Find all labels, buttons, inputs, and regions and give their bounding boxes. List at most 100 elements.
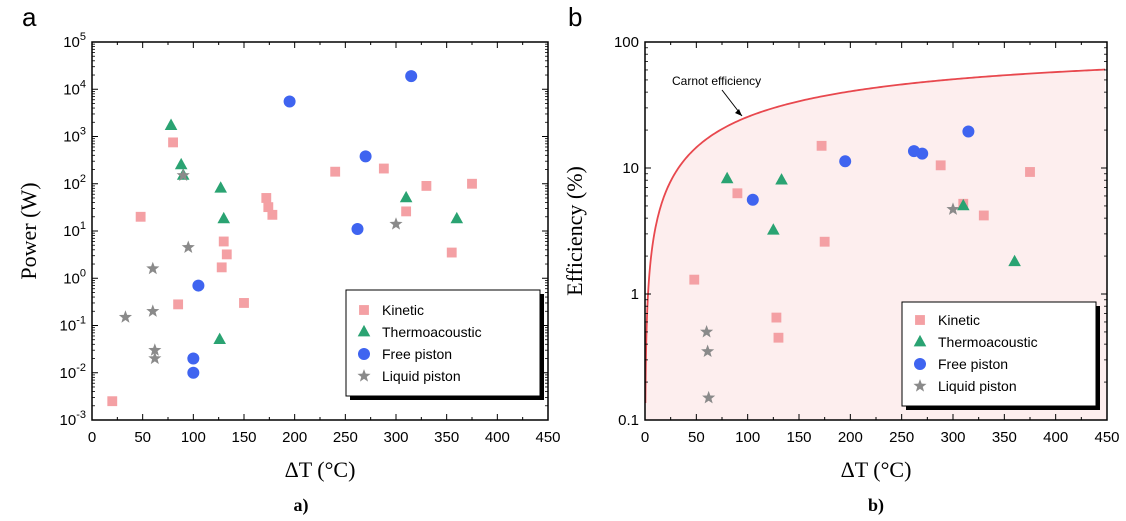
thermoacoustic-point: [720, 171, 734, 184]
kinetic-point: [173, 299, 184, 310]
x-tick-label: 450: [535, 429, 560, 446]
legend-kinetic-label: Kinetic: [938, 312, 980, 328]
y-tick-label: 10-3: [60, 409, 86, 429]
free-piston-point: [839, 155, 852, 168]
panel-a-letter: a: [22, 2, 37, 32]
y-tick-label: 100: [63, 267, 86, 287]
kinetic-point: [239, 298, 249, 308]
liquid-piston-point: [148, 343, 162, 356]
free-piston-point: [187, 366, 200, 379]
kinetic-point: [935, 160, 946, 171]
kinetic-point: [378, 163, 389, 174]
legend-thermoacoustic-marker: [357, 324, 371, 337]
y-tick-label: 0.1: [618, 412, 639, 429]
carnot-efficiency-curve: [644, 68, 1106, 404]
y-tick-label: 10-1: [60, 315, 86, 335]
kinetic-point: [978, 210, 989, 221]
thermoacoustic-point: [214, 181, 227, 193]
legend-free-piston-label: Free piston: [382, 346, 452, 362]
thermoacoustic-point: [775, 173, 788, 185]
y-tick-label: 1: [631, 286, 639, 303]
panel-a-legend-box: [345, 289, 541, 397]
liquid-piston-point: [389, 217, 403, 230]
panel-b-data-points: [689, 125, 1035, 404]
legend-thermoacoustic-label: Thermoacoustic: [938, 334, 1038, 350]
x-tick-label: 100: [181, 429, 206, 446]
free-piston-point: [962, 125, 975, 138]
kinetic-point: [221, 249, 232, 260]
kinetic-point: [168, 137, 178, 148]
x-tick-label: 200: [282, 429, 307, 446]
thermoacoustic-point: [1008, 254, 1021, 267]
panel-b-chart: 0 50 100 150 200 250 300 350 400 450 0.1 1 10 100 Eff…: [562, 34, 1120, 482]
x-tick-label: 150: [786, 429, 811, 446]
thermoacoustic-point: [174, 157, 188, 170]
legend-kinetic-marker: [915, 315, 925, 325]
panel-b-legend-box: [901, 301, 1097, 407]
panel-a-x-axis-label: ΔT (°C): [285, 457, 356, 482]
legend-free-piston-label: Free piston: [938, 356, 1008, 372]
y-tick-label: 10: [622, 160, 639, 177]
carnot-annotation-arrowhead: [735, 109, 742, 116]
y-tick-label: 105: [63, 31, 86, 51]
kinetic-point: [1025, 167, 1035, 177]
free-piston-point: [746, 193, 759, 206]
free-piston-point: [359, 150, 372, 163]
y-tick-label: 104: [63, 78, 86, 98]
kinetic-point: [819, 236, 830, 247]
legend-thermoacoustic-label: Thermoacoustic: [382, 324, 482, 340]
free-piston-point: [187, 352, 200, 365]
legend-liquid-piston-label: Liquid piston: [382, 368, 461, 384]
liquid-piston-point: [148, 351, 162, 365]
kinetic-point: [267, 209, 278, 220]
panel-b-axes: 0 50 100 150 200 250 300 350 400 450 0.1 1 10 100: [614, 34, 1120, 446]
kinetic-point: [263, 202, 274, 213]
x-tick-label: 250: [333, 429, 358, 446]
x-tick-label: 50: [134, 429, 151, 446]
kinetic-point: [732, 188, 743, 199]
liquid-piston-point: [176, 168, 190, 182]
free-piston-point: [192, 279, 205, 292]
legend-liquid-piston-marker: [913, 379, 927, 392]
kinetic-point: [135, 211, 146, 222]
thermoacoustic-point: [217, 211, 231, 224]
thermoacoustic-point: [213, 332, 226, 345]
y-tick-label: 100: [614, 34, 639, 51]
free-piston-point: [916, 147, 929, 160]
kinetic-point: [446, 247, 457, 258]
x-tick-label: 450: [1094, 429, 1119, 446]
x-tick-label: 400: [485, 429, 510, 446]
liquid-piston-point: [146, 304, 160, 317]
thermoacoustic-point: [767, 223, 780, 235]
thermoacoustic-point: [399, 190, 413, 203]
thermoacoustic-point: [450, 211, 464, 224]
free-piston-point: [351, 223, 364, 236]
panel-b-letter: b: [568, 2, 582, 32]
kinetic-point: [218, 236, 229, 247]
thermoacoustic-point: [956, 198, 970, 211]
panel-a-axes: 0 50 100 150 200 250 300 350 400 450 10-3 10-2 10-1 1…: [60, 31, 561, 446]
x-tick-label: 0: [641, 429, 649, 446]
x-tick-label: 350: [434, 429, 459, 446]
legend-free-piston-marker: [914, 358, 926, 370]
panel-a-y-axis-label: Power (W): [16, 182, 41, 279]
legend-thermoacoustic-marker: [913, 334, 927, 347]
kinetic-point: [107, 396, 118, 407]
liquid-piston-point: [701, 344, 715, 358]
kinetic-point: [773, 332, 784, 343]
kinetic-point: [261, 193, 272, 203]
panel-a-chart: 0 50 100 150 200 250 300 350 400 450 10-3 10-2 10-1 1…: [16, 31, 561, 482]
panel-b-legend: Kinetic Thermoacoustic Free piston Liquid p…: [901, 301, 1100, 410]
liquid-piston-point: [700, 325, 714, 338]
kinetic-point: [467, 178, 477, 189]
panel-a-caption: a): [294, 495, 309, 516]
kinetic-point: [689, 274, 700, 285]
kinetic-point: [421, 180, 432, 191]
kinetic-point: [816, 140, 827, 151]
panel-a-data-points: [107, 70, 477, 407]
panel-b-y-axis-label: Efficiency (%): [562, 166, 587, 296]
panel-b-x-axis-label: ΔT (°C): [841, 457, 912, 482]
legend-kinetic-label: Kinetic: [382, 302, 424, 318]
x-tick-label: 50: [688, 429, 705, 446]
